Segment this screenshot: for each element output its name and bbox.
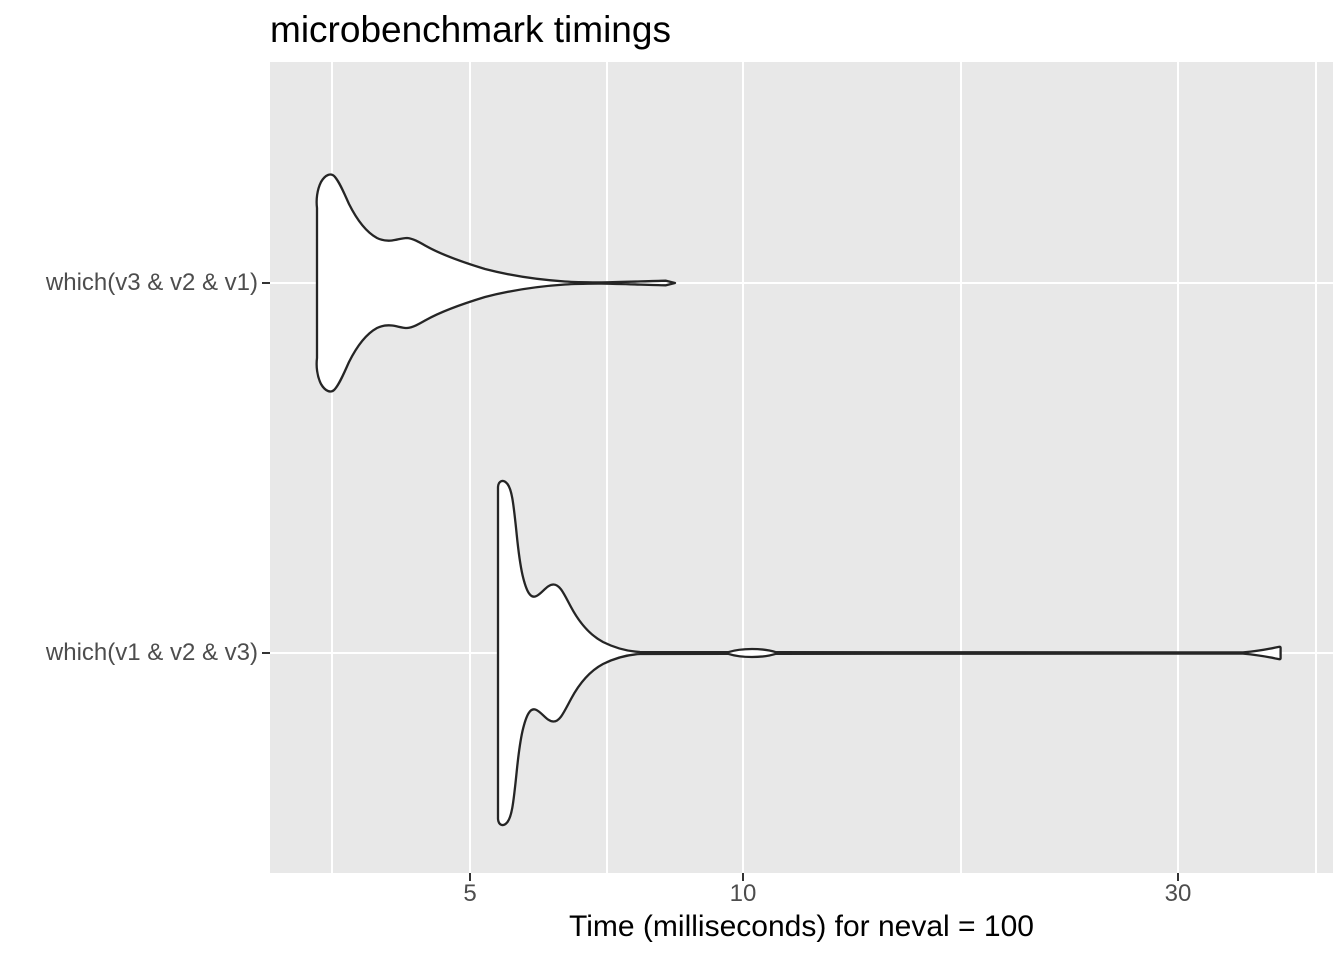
y-category-label-which-v1-v2-v3: which(v1 & v2 & v3) — [45, 639, 258, 666]
gridline-major-30 — [1176, 62, 1180, 873]
y-category-label-which-v3-v2-v1: which(v3 & v2 & v1) — [45, 269, 258, 296]
x-tick-30 — [1176, 873, 1180, 881]
x-tick-5 — [468, 873, 472, 881]
x-tick-label-30: 30 — [1164, 880, 1192, 907]
x-tick-10 — [741, 873, 745, 881]
violin-layer — [315, 173, 1282, 827]
violin-which-v1-v2-v3 — [496, 479, 1282, 827]
y-tick-category-bottom — [262, 651, 270, 655]
plot-title: microbenchmark timings — [270, 9, 671, 50]
x-tick-label-5: 5 — [463, 880, 477, 907]
x-tick-label-10: 10 — [729, 880, 757, 907]
gridline-minor-3.5 — [331, 62, 333, 873]
gridline-minor-42.4 — [1314, 62, 1318, 873]
plot-panel — [270, 62, 1333, 873]
gridline-minor-7.1 — [606, 62, 608, 873]
violin-which-v3-v2-v1 — [315, 173, 677, 393]
gridline-category-top — [270, 281, 1333, 285]
gridline-major-10 — [741, 62, 745, 873]
x-axis-title: Time (milliseconds) for neval = 100 — [569, 910, 1034, 943]
y-tick-category-top — [262, 281, 270, 285]
gridline-minor-17.3 — [960, 62, 962, 873]
gridline-major-5 — [468, 62, 472, 873]
